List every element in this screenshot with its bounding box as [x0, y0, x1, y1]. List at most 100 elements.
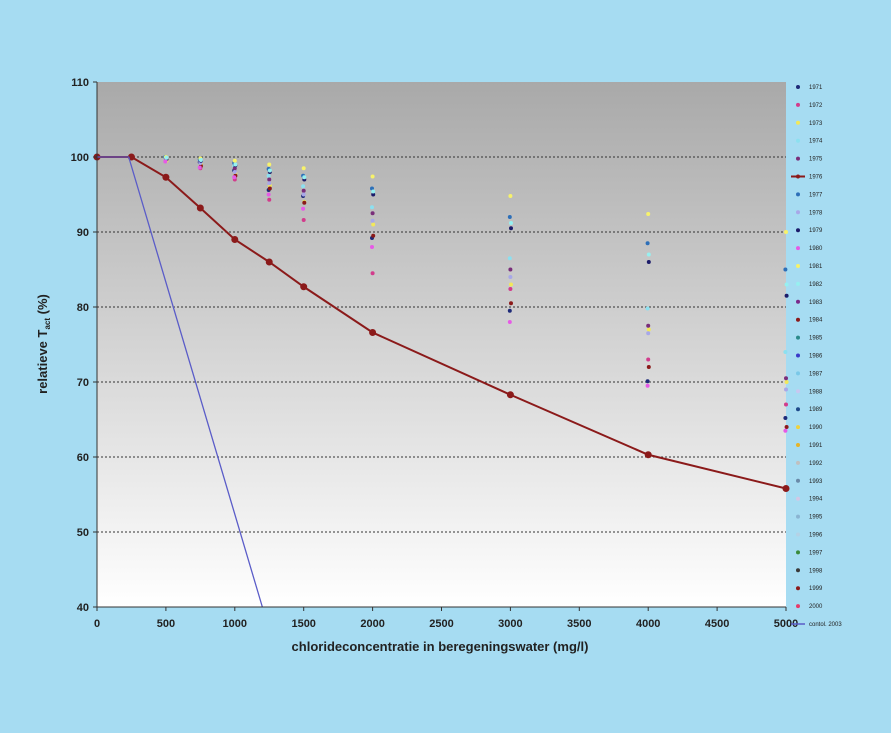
x-tick-label: 1000 [223, 618, 247, 630]
legend-label: 1993 [809, 479, 823, 485]
series-line [97, 156, 263, 608]
legend-marker [796, 586, 800, 591]
x-tick-label: 500 [157, 618, 175, 630]
series-point [644, 451, 652, 459]
legend-label: 1979 [809, 228, 823, 234]
scatter-point [371, 233, 376, 238]
scatter-point [784, 425, 789, 429]
legend-marker [796, 281, 800, 286]
scatter-point [508, 287, 513, 291]
y-tick-label: 100 [71, 152, 89, 164]
scatter-point [645, 306, 650, 311]
x-tick-label: 2000 [360, 618, 384, 630]
legend-label: 1990 [809, 425, 823, 431]
legend-label: 1989 [809, 407, 823, 413]
scatter-point [509, 301, 513, 306]
legend-marker [796, 353, 800, 358]
scatter-point [301, 188, 306, 193]
legend-label: 1975 [809, 157, 823, 163]
legend-label: 1987 [809, 371, 823, 377]
legend-marker [796, 496, 800, 501]
scatter-point [509, 226, 513, 231]
scatter-point [784, 380, 789, 384]
legend-label: 1977 [809, 192, 823, 198]
legend-marker [796, 299, 800, 304]
series-point [369, 329, 377, 336]
legend-marker [796, 568, 800, 573]
x-tick-label: 2500 [429, 618, 453, 630]
scatter-point [370, 218, 375, 223]
legend-marker [796, 460, 800, 465]
scatter-point [509, 221, 513, 225]
scatter-point [784, 387, 788, 392]
legend-marker [796, 246, 800, 251]
legend-label: 1995 [809, 515, 823, 521]
scatter-point [370, 211, 375, 216]
scatter-point [267, 168, 272, 173]
x-tick-label: 1500 [291, 618, 315, 630]
scatter-point [784, 376, 788, 381]
scatter-point [302, 175, 307, 180]
scatter-point [267, 197, 272, 202]
legend-marker [796, 174, 800, 179]
scatter-point [646, 327, 651, 332]
legend-label: 1998 [809, 568, 823, 574]
legend-label: 1986 [809, 354, 823, 360]
scatter-point [232, 175, 237, 180]
y-tick-label: 60 [77, 452, 89, 464]
legend-marker [796, 389, 800, 394]
scatter-point [232, 158, 237, 163]
chart: 40 50 60 70 80 90 100 110 0 500 1000 1500 2000 2500 30… [35, 77, 842, 654]
series-point [196, 204, 204, 212]
legend-marker [796, 604, 800, 609]
y-tick-label: 80 [77, 302, 89, 314]
scatter-point [509, 282, 513, 287]
x-tick-label: 0 [94, 618, 100, 630]
x-tick-label: 4500 [705, 618, 729, 630]
scatter-point [267, 181, 272, 186]
scatter-point [645, 241, 650, 246]
plot-area [97, 82, 786, 607]
y-tick-label: 110 [71, 77, 89, 89]
legend-label: 1988 [809, 389, 823, 395]
legend-label: 1972 [809, 103, 823, 109]
legend-marker [796, 443, 800, 447]
legend-marker [796, 532, 800, 537]
legend-marker [796, 425, 800, 430]
chart-frame: 40 50 60 70 80 90 100 110 0 500 1000 1500 2000 2500 30… [10, 8, 880, 725]
scatter-point [232, 170, 237, 174]
legend-marker [796, 550, 800, 555]
legend-label: 1980 [809, 246, 823, 252]
scatter-point [198, 158, 203, 162]
scatter-point [163, 159, 168, 164]
scatter-point [646, 260, 651, 264]
scatter-point [784, 402, 788, 407]
legend-label: 1999 [809, 586, 823, 592]
legend-label: 1985 [809, 336, 823, 342]
legend-marker [796, 514, 800, 519]
scatter-point [507, 215, 512, 219]
legend-label: 1976 [809, 175, 823, 181]
y-tick-label: 70 [77, 377, 89, 389]
x-tick-label: 4000 [636, 618, 660, 630]
scatter-point [508, 275, 513, 279]
legend-label: 1974 [809, 139, 823, 145]
series-point [265, 258, 273, 266]
series-point [300, 283, 308, 291]
scatter-point [164, 155, 169, 160]
scatter-point [646, 331, 651, 336]
series-point [506, 391, 514, 399]
legend-marker [796, 192, 800, 197]
scatter-point [646, 212, 651, 216]
series-point [231, 236, 239, 243]
scatter-point [645, 383, 650, 388]
x-tick-label: 3000 [498, 618, 522, 630]
scatter-point [370, 205, 374, 210]
scatter-point [267, 162, 272, 167]
x-axis-title: chlorideconcentratie in beregeningswater… [292, 639, 589, 654]
scatter-point [783, 350, 788, 354]
legend-marker [796, 335, 800, 340]
scatter-point [370, 245, 374, 249]
legend-marker [796, 317, 800, 322]
scatter-point [508, 194, 513, 198]
